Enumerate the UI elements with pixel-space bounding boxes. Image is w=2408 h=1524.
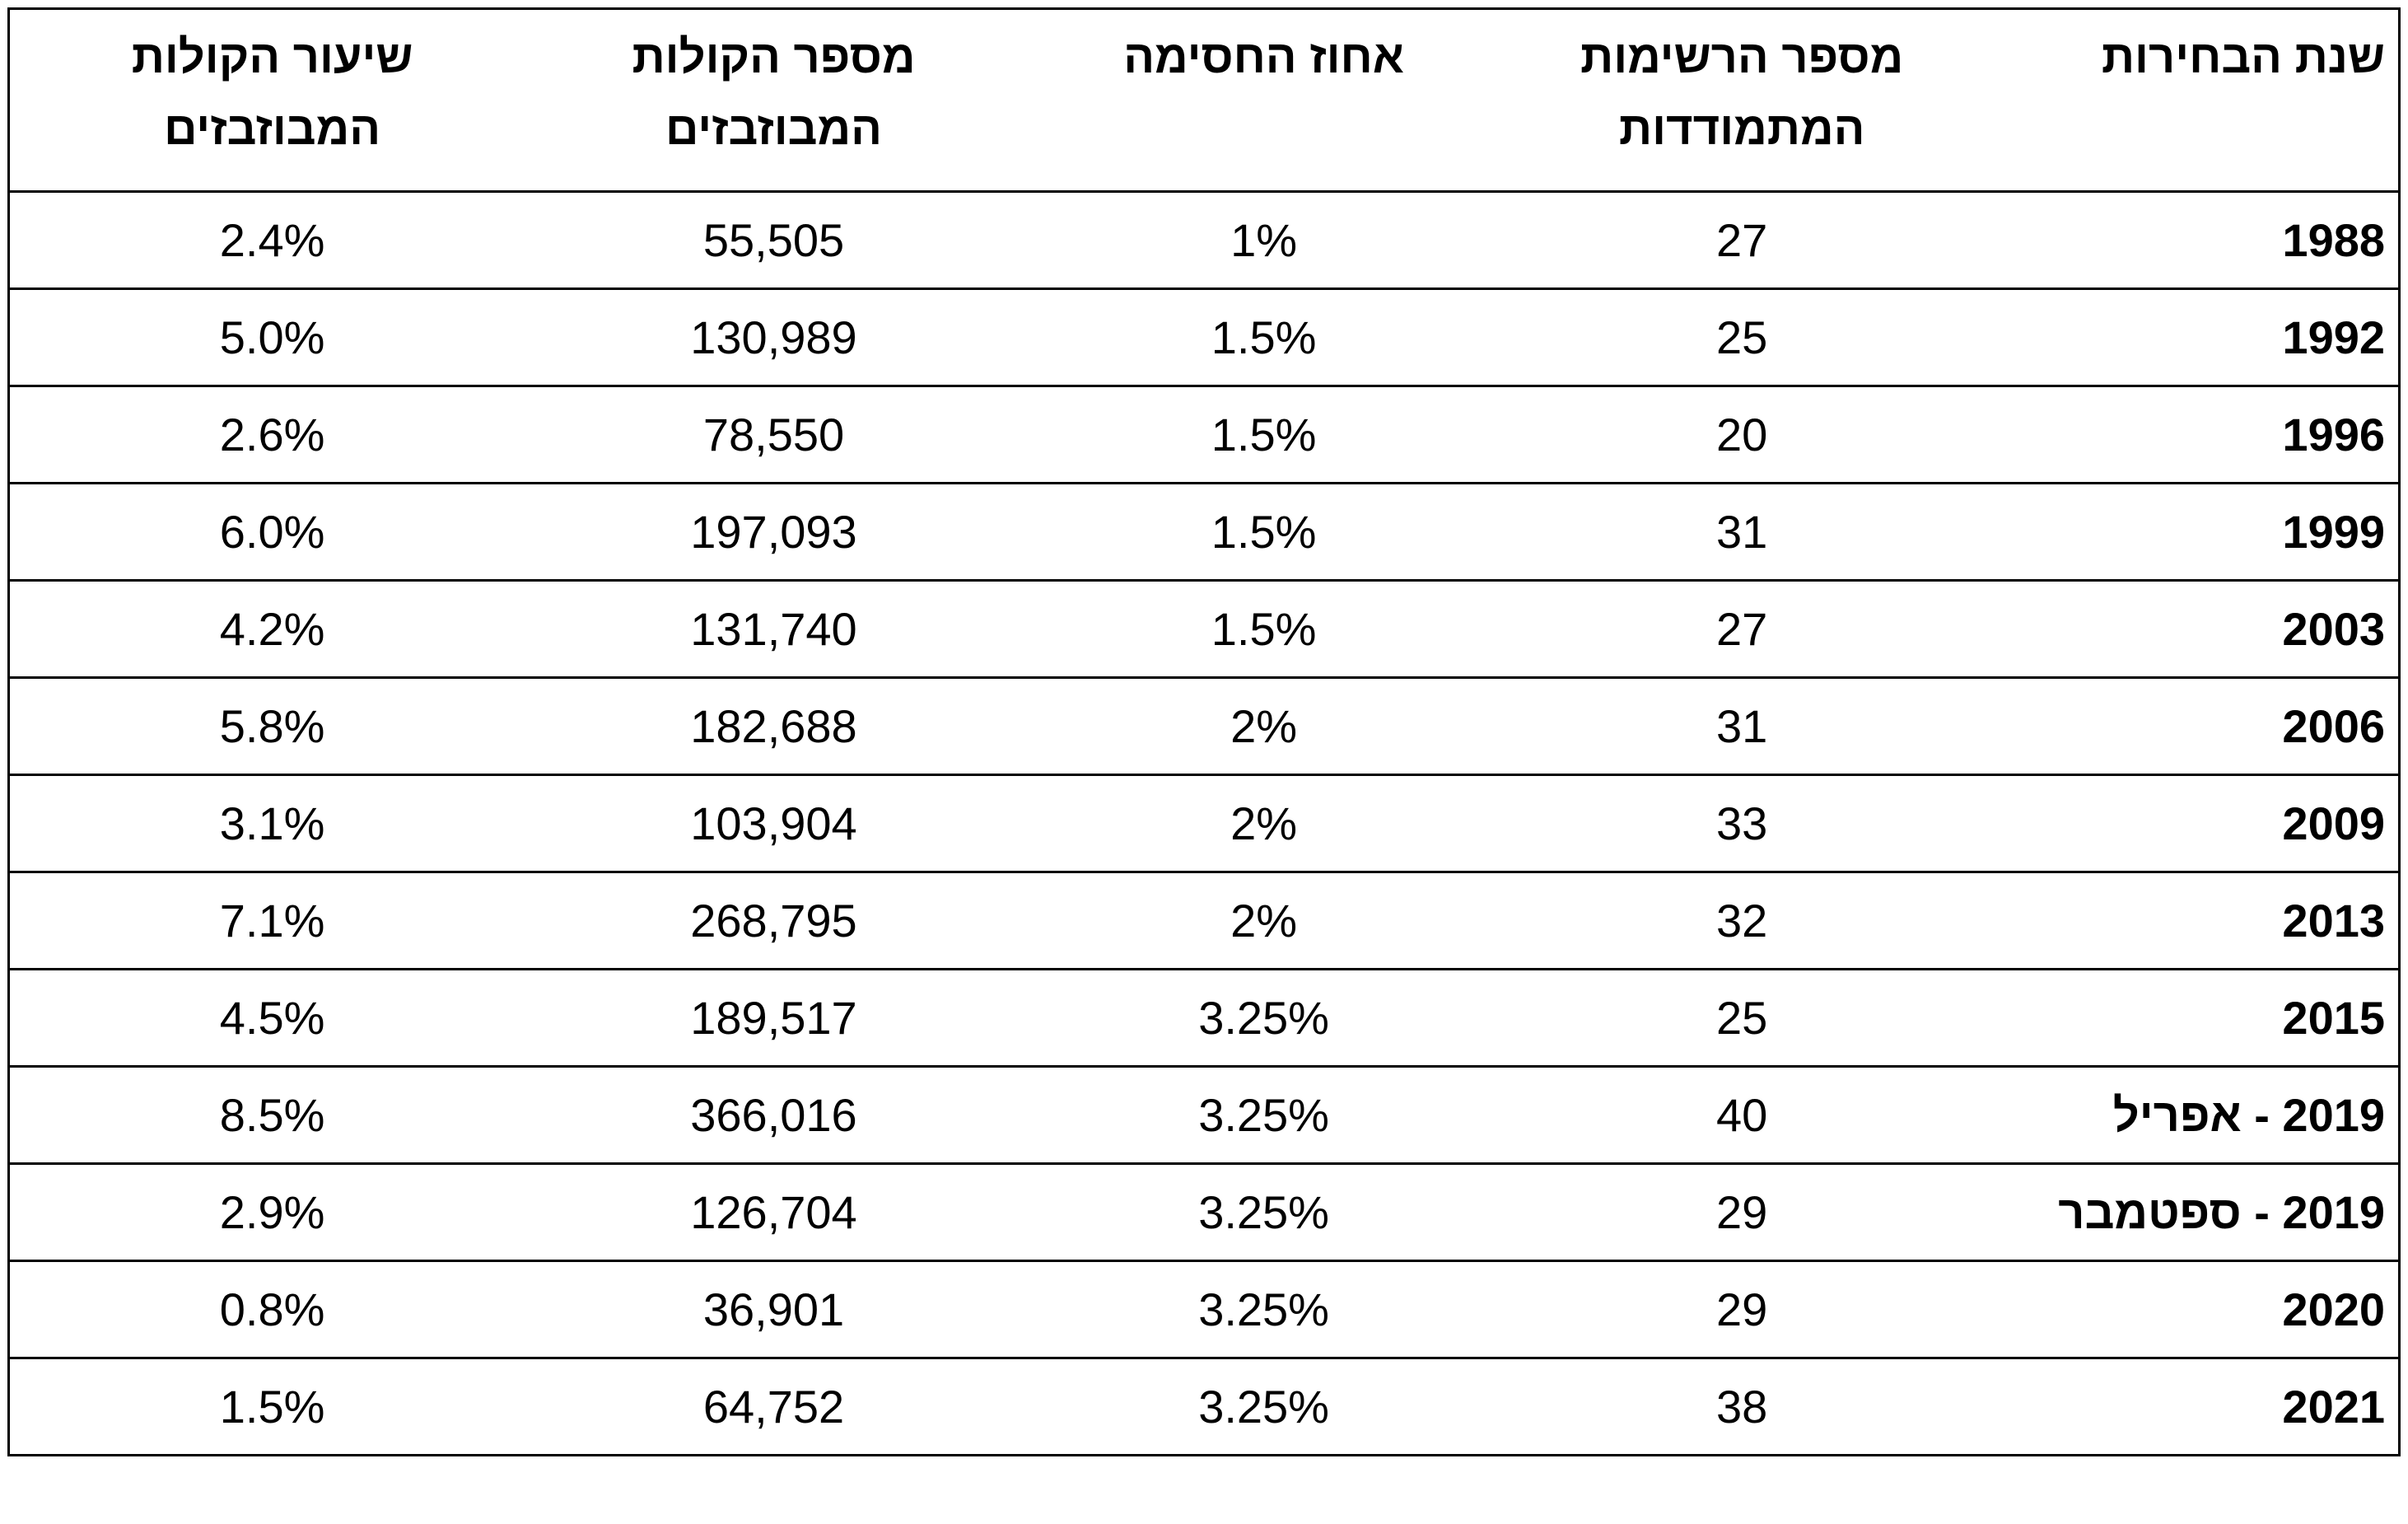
wasted-rate-cell: 8.5% [8,1065,535,1165]
wasted-rate-cell: 7.1% [8,871,535,970]
threshold-cell: 2% [1012,774,1515,873]
wasted-rate-cell: 4.2% [8,579,535,679]
lists-cell: 25 [1514,288,1969,387]
year-cell: 2020 [1968,1260,2400,1359]
wasted-rate-cell: 2.6% [8,385,535,484]
table-header: שנת הבחירות מספר הרשימות המתמודדות אחוז … [8,7,2400,193]
year-cell: 2013 [1968,871,2400,970]
year-cell: 2003 [1968,579,2400,679]
year-cell: 1988 [1968,190,2400,290]
col-header-competing-lists: מספר הרשימות המתמודדות [1514,7,1969,193]
wasted-votes-cell: 64,752 [534,1357,1013,1456]
table-row: 1999 31 1.5% 197,093 6.0% [8,482,2400,582]
threshold-cell: 2% [1012,871,1515,970]
year-cell: 2019 - אפריל [1968,1065,2400,1165]
year-cell: 2009 [1968,774,2400,873]
wasted-votes-cell: 268,795 [534,871,1013,970]
col-header-election-year: שנת הבחירות [1968,7,2400,193]
wasted-rate-cell: 6.0% [8,482,535,582]
header-row: שנת הבחירות מספר הרשימות המתמודדות אחוז … [8,7,2400,193]
lists-cell: 33 [1514,774,1969,873]
col-header-label: אחוז החסימה [1123,30,1404,82]
col-header-threshold: אחוז החסימה [1012,7,1515,193]
wasted-rate-cell: 3.1% [8,774,535,873]
lists-cell: 25 [1514,968,1969,1068]
wasted-votes-by-election-table: שנת הבחירות מספר הרשימות המתמודדות אחוז … [7,7,2401,1456]
col-header-label: שיעור הקולות [131,30,413,82]
wasted-votes-cell: 55,505 [534,190,1013,290]
threshold-cell: 3.25% [1012,1260,1515,1359]
wasted-votes-cell: 182,688 [534,676,1013,776]
wasted-rate-cell: 1.5% [8,1357,535,1456]
threshold-cell: 3.25% [1012,1357,1515,1456]
year-cell: 2021 [1968,1357,2400,1456]
threshold-cell: 1% [1012,190,1515,290]
wasted-votes-cell: 78,550 [534,385,1013,484]
table-row: 2015 25 3.25% 189,517 4.5% [8,968,2400,1068]
wasted-rate-cell: 2.4% [8,190,535,290]
wasted-votes-cell: 130,989 [534,288,1013,387]
table-row: 2021 38 3.25% 64,752 1.5% [8,1357,2400,1456]
table-row: 1988 27 1% 55,505 2.4% [8,190,2400,290]
year-cell: 2006 [1968,676,2400,776]
wasted-votes-cell: 36,901 [534,1260,1013,1359]
year-cell: 1999 [1968,482,2400,582]
table-row: 2006 31 2% 182,688 5.8% [8,676,2400,776]
table-row: 2019 - אפריל 40 3.25% 366,016 8.5% [8,1065,2400,1165]
threshold-cell: 1.5% [1012,579,1515,679]
lists-cell: 40 [1514,1065,1969,1165]
threshold-cell: 1.5% [1012,288,1515,387]
col-header-wasted-rate: שיעור הקולות המבוזבזים [8,7,535,193]
table-row: 2013 32 2% 268,795 7.1% [8,871,2400,970]
wasted-rate-cell: 0.8% [8,1260,535,1359]
table-row: 2009 33 2% 103,904 3.1% [8,774,2400,873]
lists-cell: 20 [1514,385,1969,484]
wasted-rate-cell: 4.5% [8,968,535,1068]
lists-cell: 32 [1514,871,1969,970]
threshold-cell: 2% [1012,676,1515,776]
threshold-cell: 3.25% [1012,968,1515,1068]
wasted-votes-cell: 189,517 [534,968,1013,1068]
threshold-cell: 3.25% [1012,1162,1515,1262]
year-cell: 2015 [1968,968,2400,1068]
col-header-wasted-votes: מספר הקולות המבוזבזים [534,7,1013,193]
lists-cell: 27 [1514,190,1969,290]
wasted-votes-cell: 103,904 [534,774,1013,873]
col-header-label: מספר הקולות [632,30,916,82]
wasted-rate-cell: 5.8% [8,676,535,776]
threshold-cell: 1.5% [1012,482,1515,582]
col-header-label: שנת הבחירות [2101,30,2385,82]
wasted-votes-cell: 197,093 [534,482,1013,582]
wasted-votes-cell: 366,016 [534,1065,1013,1165]
col-header-label: מספר הרשימות [1580,30,1904,82]
table-row: 1992 25 1.5% 130,989 5.0% [8,288,2400,387]
year-cell: 2019 - ספטמבר [1968,1162,2400,1262]
year-cell: 1996 [1968,385,2400,484]
table-row: 2003 27 1.5% 131,740 4.2% [8,579,2400,679]
lists-cell: 27 [1514,579,1969,679]
wasted-rate-cell: 2.9% [8,1162,535,1262]
wasted-rate-cell: 5.0% [8,288,535,387]
year-cell: 1992 [1968,288,2400,387]
table-row: 1996 20 1.5% 78,550 2.6% [8,385,2400,484]
lists-cell: 29 [1514,1260,1969,1359]
lists-cell: 31 [1514,482,1969,582]
lists-cell: 38 [1514,1357,1969,1456]
wasted-votes-cell: 126,704 [534,1162,1013,1262]
table-row: 2020 29 3.25% 36,901 0.8% [8,1260,2400,1359]
wasted-votes-cell: 131,740 [534,579,1013,679]
table-row: 2019 - ספטמבר 29 3.25% 126,704 2.9% [8,1162,2400,1262]
lists-cell: 31 [1514,676,1969,776]
lists-cell: 29 [1514,1162,1969,1262]
table-body: 1988 27 1% 55,505 2.4% 1992 25 1.5% 130,… [8,190,2400,1456]
threshold-cell: 3.25% [1012,1065,1515,1165]
threshold-cell: 1.5% [1012,385,1515,484]
